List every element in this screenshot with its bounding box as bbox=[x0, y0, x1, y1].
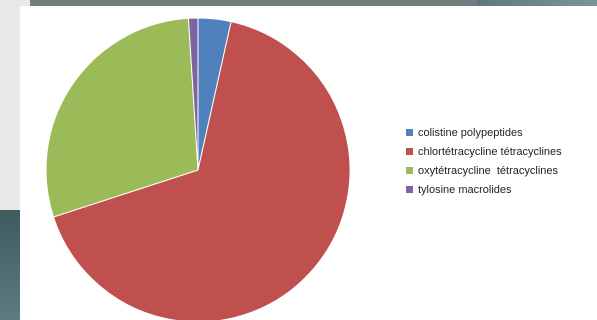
legend-label-tylosine: tylosine macrolides bbox=[418, 183, 512, 196]
legend-swatch-chlortetracycline bbox=[406, 148, 413, 155]
chart-legend: colistine polypeptides chlortétracycline… bbox=[406, 123, 562, 199]
legend-swatch-tylosine bbox=[406, 186, 413, 193]
legend-swatch-oxytetracycline bbox=[406, 167, 413, 174]
legend-item-chlortetracycline: chlortétracycline tétracyclines bbox=[406, 142, 562, 161]
pie-slice-tylosine bbox=[187, 17, 199, 171]
legend-swatch-colistine bbox=[406, 129, 413, 136]
pie-slice-oxytetracycline bbox=[45, 17, 199, 218]
legend-label-chlortetracycline: chlortétracycline tétracyclines bbox=[418, 145, 562, 158]
legend-item-colistine: colistine polypeptides bbox=[406, 123, 562, 142]
legend-label-oxytetracycline: oxytétracycline tétracyclines bbox=[418, 164, 558, 177]
pie-slice-chlortetracycline bbox=[52, 21, 351, 320]
legend-label-colistine: colistine polypeptides bbox=[418, 126, 523, 139]
legend-item-tylosine: tylosine macrolides bbox=[406, 180, 562, 199]
legend-item-oxytetracycline: oxytétracycline tétracyclines bbox=[406, 161, 562, 180]
pie-chart-card: colistine polypeptides chlortétracycline… bbox=[20, 6, 597, 320]
pie-chart bbox=[45, 17, 351, 320]
